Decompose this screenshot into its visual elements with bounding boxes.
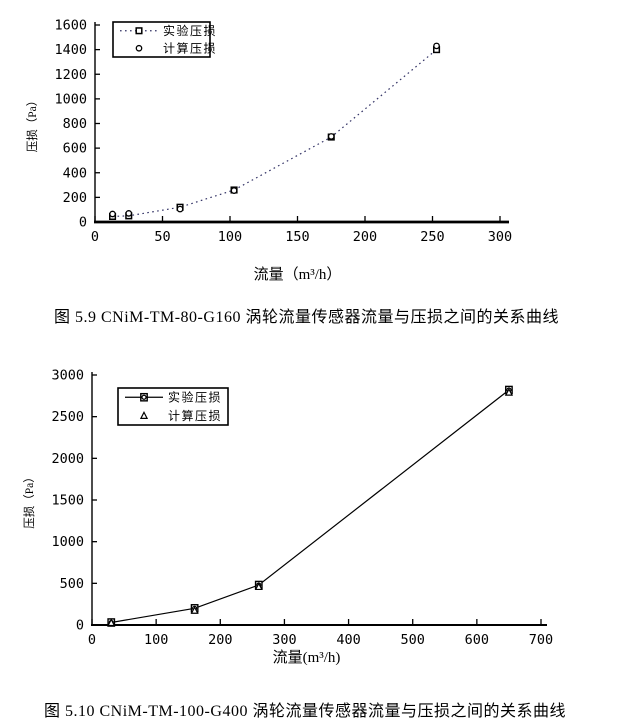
legend-box — [112, 21, 211, 58]
data-point-marker — [230, 187, 238, 194]
y-tick-label: 600 — [63, 141, 87, 157]
data-point-marker — [176, 205, 184, 213]
y-axis-title: 压损（Pa） — [25, 95, 39, 153]
series-line-0 — [111, 389, 510, 624]
x-tick-label: 0 — [91, 229, 99, 245]
x-tick-label: 600 — [465, 632, 489, 648]
y-tick-label: 800 — [63, 116, 87, 132]
legend-label: 实验压损 — [168, 389, 222, 404]
y-tick-label: 2500 — [51, 409, 84, 425]
figure-5-9-chart: 0 200 400 600 800 1000 1200 1400 1600 0 50 100 150 20… — [25, 18, 512, 284]
data-point-marker — [433, 42, 440, 50]
y-tick-label: 1200 — [54, 67, 87, 83]
legend-marker — [135, 44, 143, 52]
legend-label: 计算压损 — [163, 40, 217, 55]
data-point-marker — [190, 605, 199, 614]
legend-marker — [135, 27, 143, 35]
legend-label: 实验压损 — [163, 23, 217, 38]
legend-box — [117, 387, 229, 426]
x-tick-label: 300 — [488, 229, 512, 245]
y-tick-label: 500 — [60, 576, 84, 592]
data-point-marker — [327, 133, 335, 140]
x-axis-title: 流量（m³/h） — [254, 266, 342, 283]
series-line-0 — [112, 49, 437, 218]
x-tick-label: 100 — [144, 632, 168, 648]
y-tick-label: 0 — [79, 215, 87, 231]
legend-marker — [140, 392, 148, 402]
y-axis-title: 压损（Pa） — [22, 471, 36, 529]
x-tick-label: 150 — [285, 229, 309, 245]
y-tick-label: 1400 — [54, 42, 87, 58]
y-tick-label: 200 — [63, 190, 87, 206]
x-tick-label: 400 — [336, 632, 360, 648]
data-point-marker — [504, 387, 514, 396]
data-point-marker — [109, 210, 116, 218]
y-tick-label: 1000 — [51, 534, 84, 550]
x-tick-label: 100 — [218, 229, 242, 245]
x-tick-label: 0 — [88, 632, 96, 648]
x-tick-label: 300 — [272, 632, 296, 648]
x-axis-title: 流量(m³/h) — [273, 649, 341, 666]
y-tick-label: 400 — [63, 165, 87, 181]
data-point-marker — [254, 582, 263, 591]
y-tick-label: 1000 — [54, 91, 87, 107]
x-tick-label: 50 — [154, 229, 170, 245]
x-tick-label: 250 — [420, 229, 444, 245]
x-tick-label: 200 — [208, 632, 232, 648]
legend-marker — [141, 394, 147, 400]
figure-5-9-caption: 图 5.9 CNiM-TM-80-G160 涡轮流量传感器流量与压损之间的关系曲… — [54, 309, 559, 326]
figure-5-10-caption: 图 5.10 CNiM-TM-100-G400 涡轮流量传感器流量与压损之间的关… — [44, 703, 566, 720]
x-tick-label: 700 — [529, 632, 553, 648]
data-point-marker — [107, 618, 116, 627]
y-tick-label: 1600 — [54, 18, 87, 34]
y-tick-label: 2000 — [51, 451, 84, 467]
legend-marker — [139, 411, 149, 419]
x-tick-label: 200 — [353, 229, 377, 245]
x-tick-label: 500 — [401, 632, 425, 648]
data-point-marker — [125, 210, 133, 217]
y-tick-label: 0 — [76, 618, 84, 634]
figure-5-10-chart: 0 500 1000 1500 2000 2500 3000 0 100 200 300 400 500… — [22, 368, 553, 667]
legend-label: 计算压损 — [168, 408, 222, 423]
y-tick-label: 1500 — [51, 493, 84, 509]
y-tick-label: 3000 — [51, 368, 84, 384]
